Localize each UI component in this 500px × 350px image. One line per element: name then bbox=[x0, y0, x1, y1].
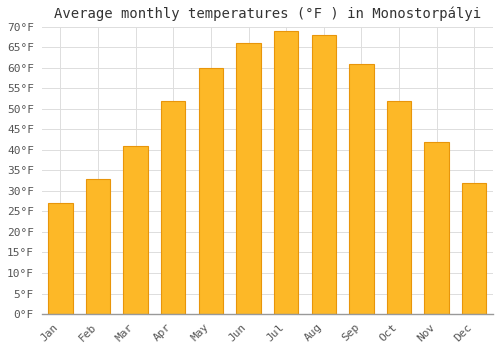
Title: Average monthly temperatures (°F ) in Monostorpályi: Average monthly temperatures (°F ) in Mo… bbox=[54, 7, 481, 21]
Bar bbox=[387, 101, 411, 314]
Bar bbox=[462, 183, 486, 314]
Bar bbox=[161, 101, 186, 314]
Bar bbox=[274, 31, 298, 314]
Bar bbox=[86, 178, 110, 314]
Bar bbox=[424, 142, 449, 314]
Bar bbox=[198, 68, 223, 314]
Bar bbox=[236, 43, 260, 314]
Bar bbox=[312, 35, 336, 314]
Bar bbox=[48, 203, 72, 314]
Bar bbox=[124, 146, 148, 314]
Bar bbox=[349, 64, 374, 314]
